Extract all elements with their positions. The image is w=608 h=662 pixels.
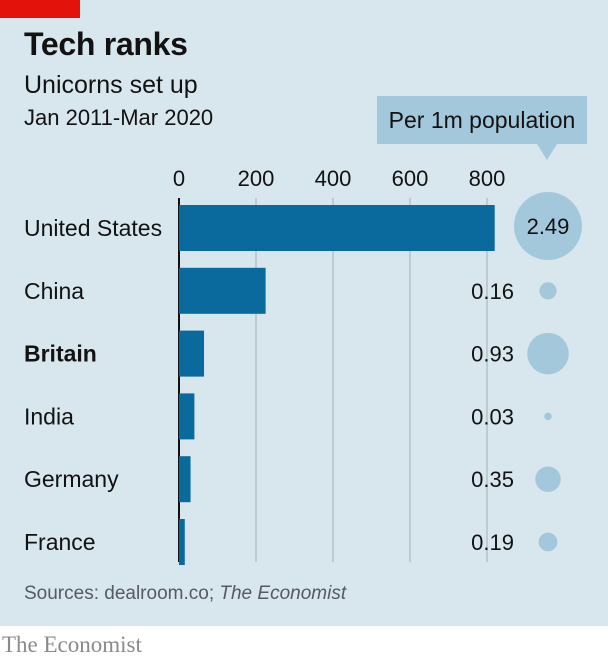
chart-date-range: Jan 2011-Mar 2020 xyxy=(24,105,214,130)
source-note: Sources: dealroom.co; The Economist xyxy=(24,583,346,605)
legend-callout-pointer xyxy=(537,144,557,160)
chart-subtitle: Unicorns set up xyxy=(24,71,198,99)
legend-callout-box xyxy=(377,96,587,144)
x-tick-label: 400 xyxy=(315,166,352,191)
per-capita-value-label: 0.93 xyxy=(471,342,514,367)
brand-red-tag xyxy=(0,0,80,18)
x-tick-label: 800 xyxy=(469,166,506,191)
per-capita-value-label: 0.35 xyxy=(471,467,514,492)
source-prefix: Sources: dealroom.co; xyxy=(24,583,220,604)
per-capita-bubble xyxy=(527,332,569,375)
category-label: France xyxy=(24,529,96,555)
per-capita-bubble xyxy=(538,532,558,552)
per-capita-bubble xyxy=(514,192,582,260)
category-label: India xyxy=(24,403,74,429)
per-capita-value-label: 2.49 xyxy=(527,214,570,239)
category-label: Germany xyxy=(24,466,119,492)
per-capita-bubble xyxy=(544,412,552,421)
legend-callout-label: Per 1m population xyxy=(389,107,576,133)
per-capita-bubble xyxy=(535,466,561,492)
per-capita-bubble xyxy=(539,282,557,300)
source-publisher: The Economist xyxy=(219,583,347,604)
bar xyxy=(179,205,495,251)
bar xyxy=(179,393,195,440)
footer-brand: The Economist xyxy=(2,632,142,657)
category-label: China xyxy=(24,278,84,304)
x-tick-label: 0 xyxy=(173,166,185,191)
x-tick-label: 600 xyxy=(392,166,429,191)
bar xyxy=(179,330,205,377)
category-label: Britain xyxy=(24,341,97,367)
x-tick-label: 200 xyxy=(238,166,275,191)
bar xyxy=(179,519,185,565)
bar xyxy=(179,456,191,503)
bar xyxy=(179,267,266,314)
bar-chart: 0 200 400 600 800 United States China Britain In… xyxy=(24,96,587,565)
category-label: United States xyxy=(24,215,162,241)
per-capita-value-label: 0.19 xyxy=(471,530,514,555)
chart-title: Tech ranks xyxy=(24,26,188,62)
per-capita-value-label: 0.03 xyxy=(471,404,514,429)
per-capita-value-label: 0.16 xyxy=(471,279,514,304)
